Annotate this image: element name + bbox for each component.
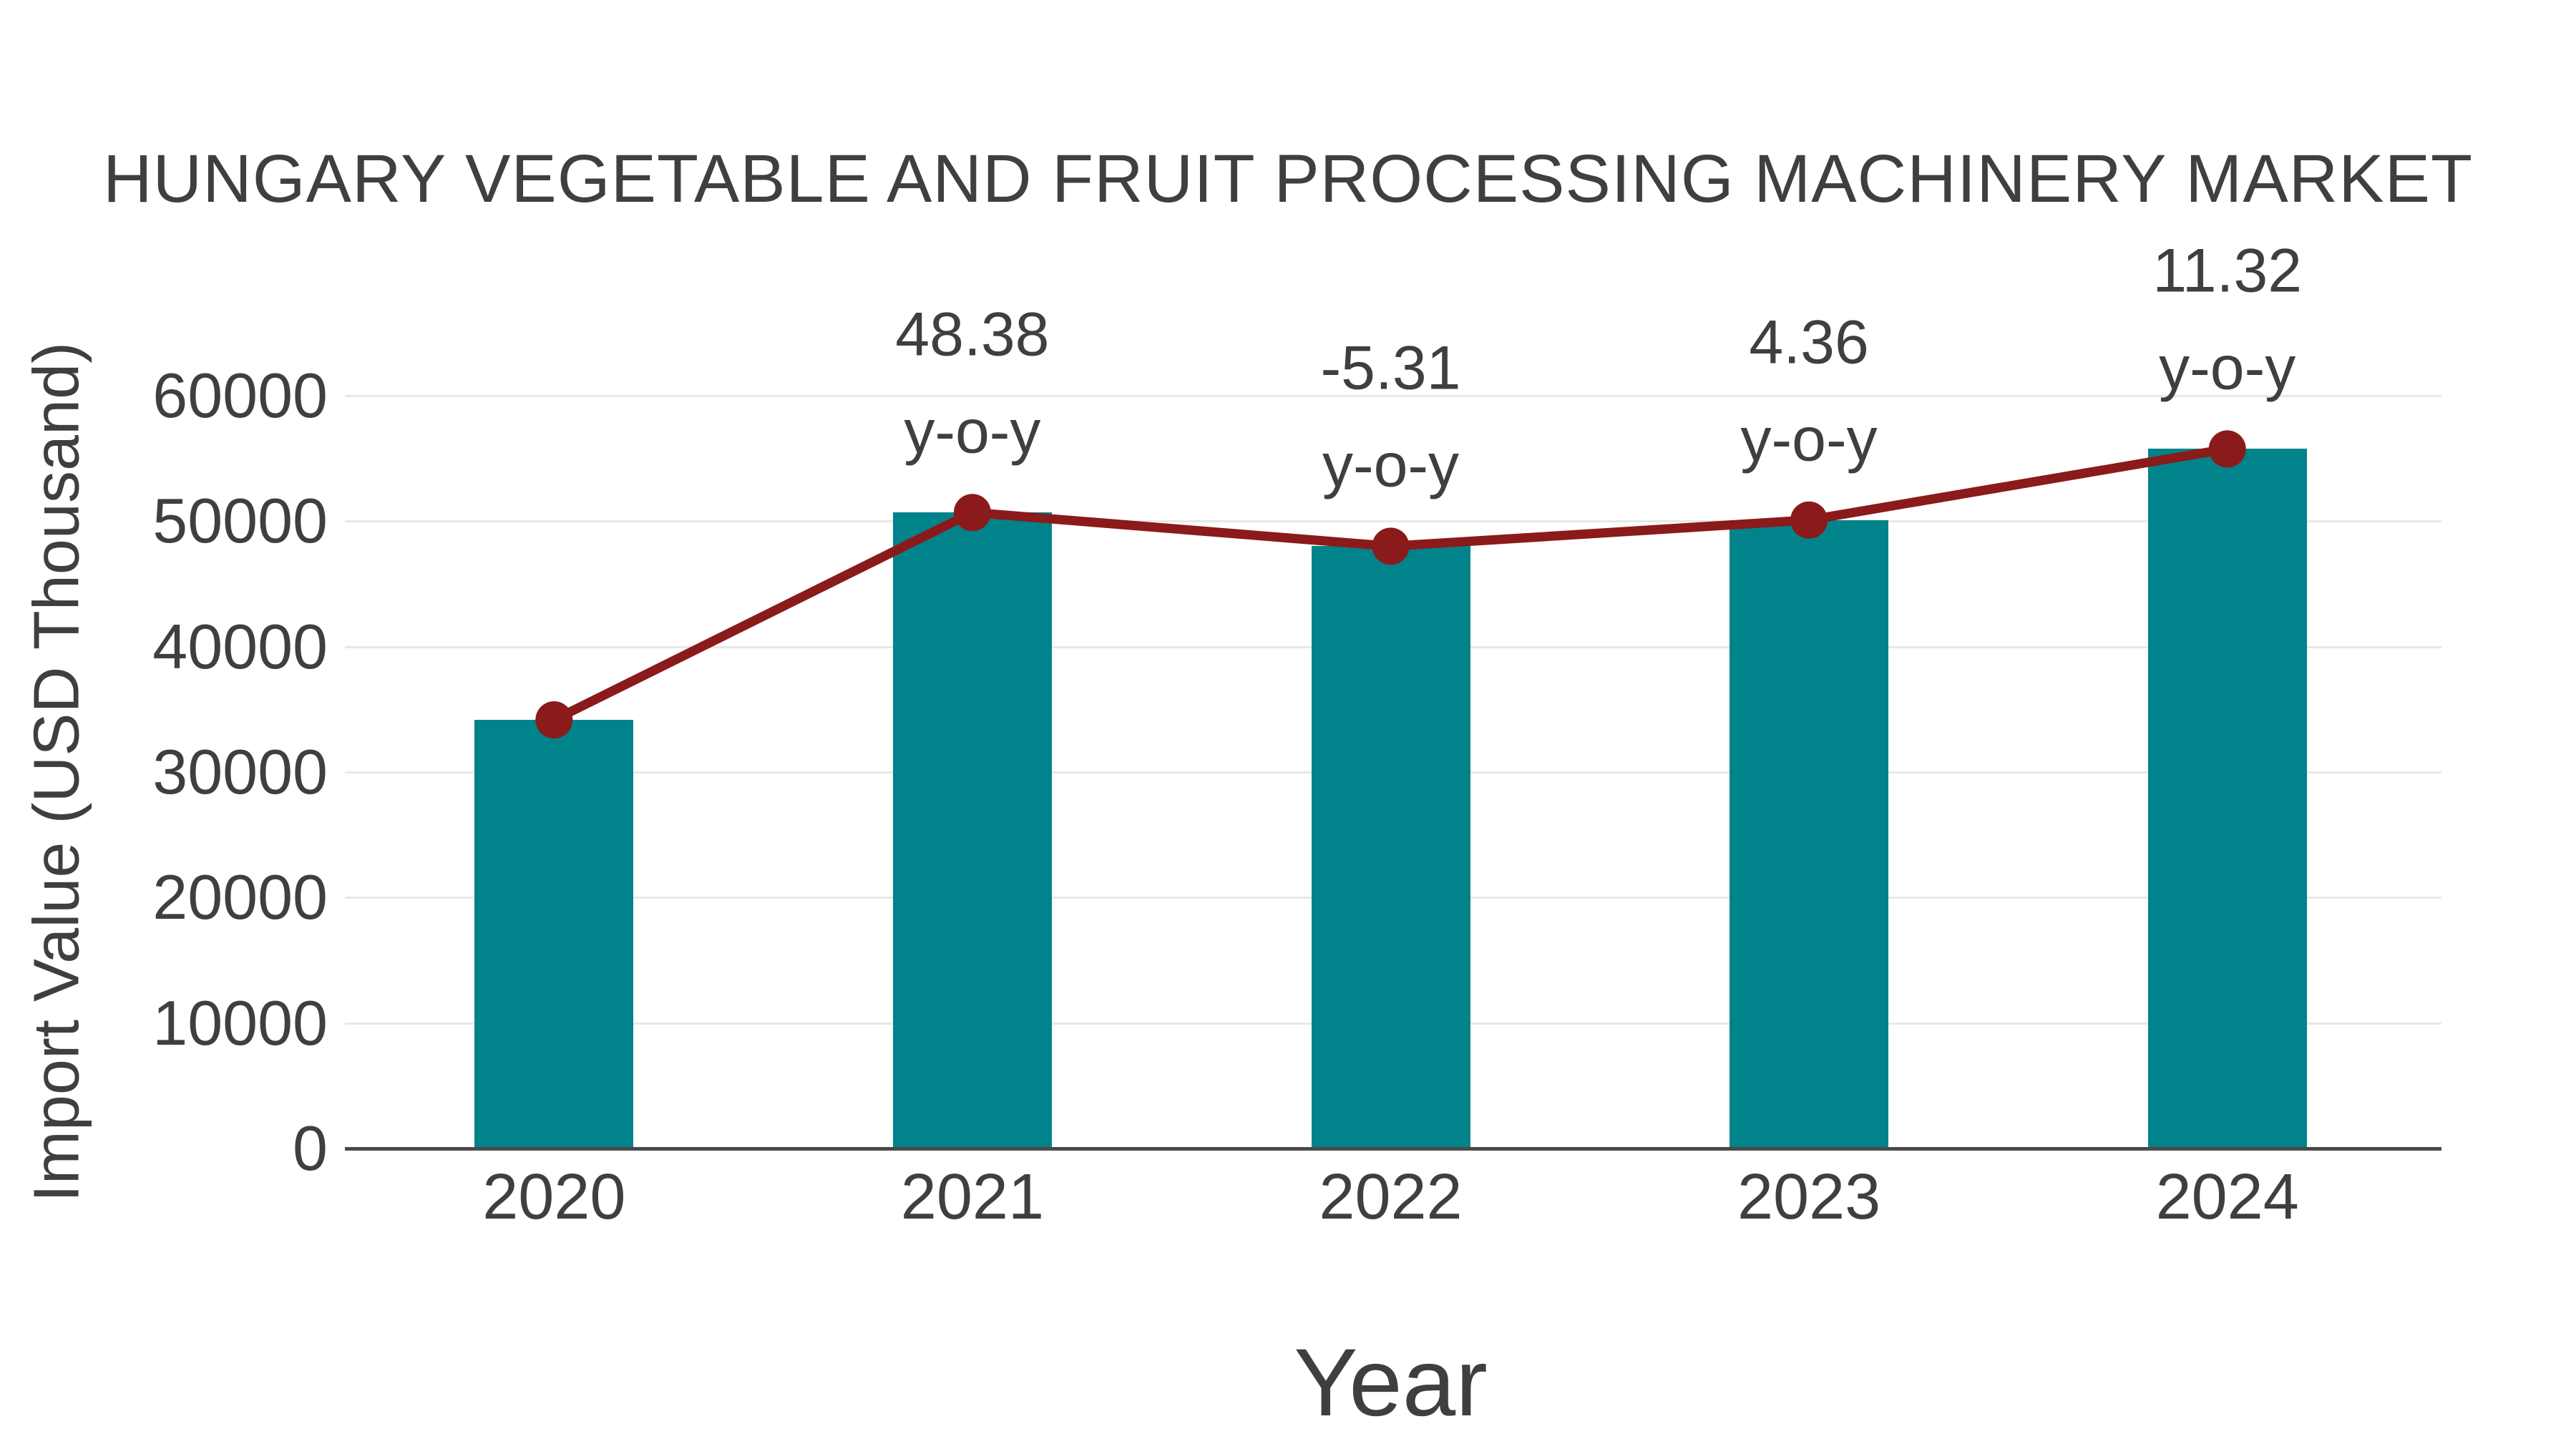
bar-2022 bbox=[1311, 546, 1470, 1148]
annotation-line: y-o-y bbox=[904, 397, 1041, 467]
bar-2023 bbox=[1729, 519, 1889, 1148]
y-tick-label-50000: 50000 bbox=[152, 485, 328, 557]
annotation-line: y-o-y bbox=[1322, 431, 1460, 500]
annotation-line: y-o-y bbox=[2159, 333, 2296, 403]
annotation-2023: 4.36 y-o-y bbox=[1741, 294, 1878, 489]
annotation-2021: 48.38 y-o-y bbox=[895, 286, 1049, 481]
y-tick-label-0: 0 bbox=[293, 1113, 328, 1184]
bar-2021 bbox=[892, 512, 1052, 1148]
annotation-line: 48.38 bbox=[895, 300, 1050, 369]
gridline-50000 bbox=[345, 520, 2441, 523]
y-tick-label-10000: 10000 bbox=[152, 987, 328, 1058]
annotation-line: y-o-y bbox=[1740, 404, 1878, 474]
x-tick-label-2024: 2024 bbox=[2155, 1161, 2299, 1233]
x-tick-label-2021: 2021 bbox=[900, 1161, 1044, 1233]
x-tick-label-2023: 2023 bbox=[1737, 1161, 1881, 1233]
x-axis-line bbox=[345, 1147, 2441, 1151]
chart-title: HUNGARY VEGETABLE AND FRUIT PROCESSING M… bbox=[102, 141, 2474, 217]
annotation-line: -5.31 bbox=[1320, 333, 1461, 403]
x-tick-label-2022: 2022 bbox=[1319, 1161, 1463, 1233]
y-tick-label-20000: 20000 bbox=[152, 862, 328, 933]
gridline-60000 bbox=[345, 395, 2441, 397]
y-tick-label-30000: 30000 bbox=[152, 736, 328, 807]
annotation-2024: 11.32 y-o-y bbox=[2152, 223, 2302, 418]
annotation-line: 11.32 bbox=[2152, 236, 2303, 306]
annotation-2022: -5.31 y-o-y bbox=[1320, 321, 1460, 515]
bar-2020 bbox=[474, 720, 634, 1148]
y-tick-label-40000: 40000 bbox=[152, 610, 328, 682]
bar-2024 bbox=[2147, 449, 2307, 1148]
y-tick-label-60000: 60000 bbox=[152, 360, 328, 431]
annotation-line: 4.36 bbox=[1749, 308, 1869, 376]
x-axis-label: Year bbox=[1294, 1330, 1488, 1436]
x-tick-label-2020: 2020 bbox=[482, 1161, 626, 1233]
